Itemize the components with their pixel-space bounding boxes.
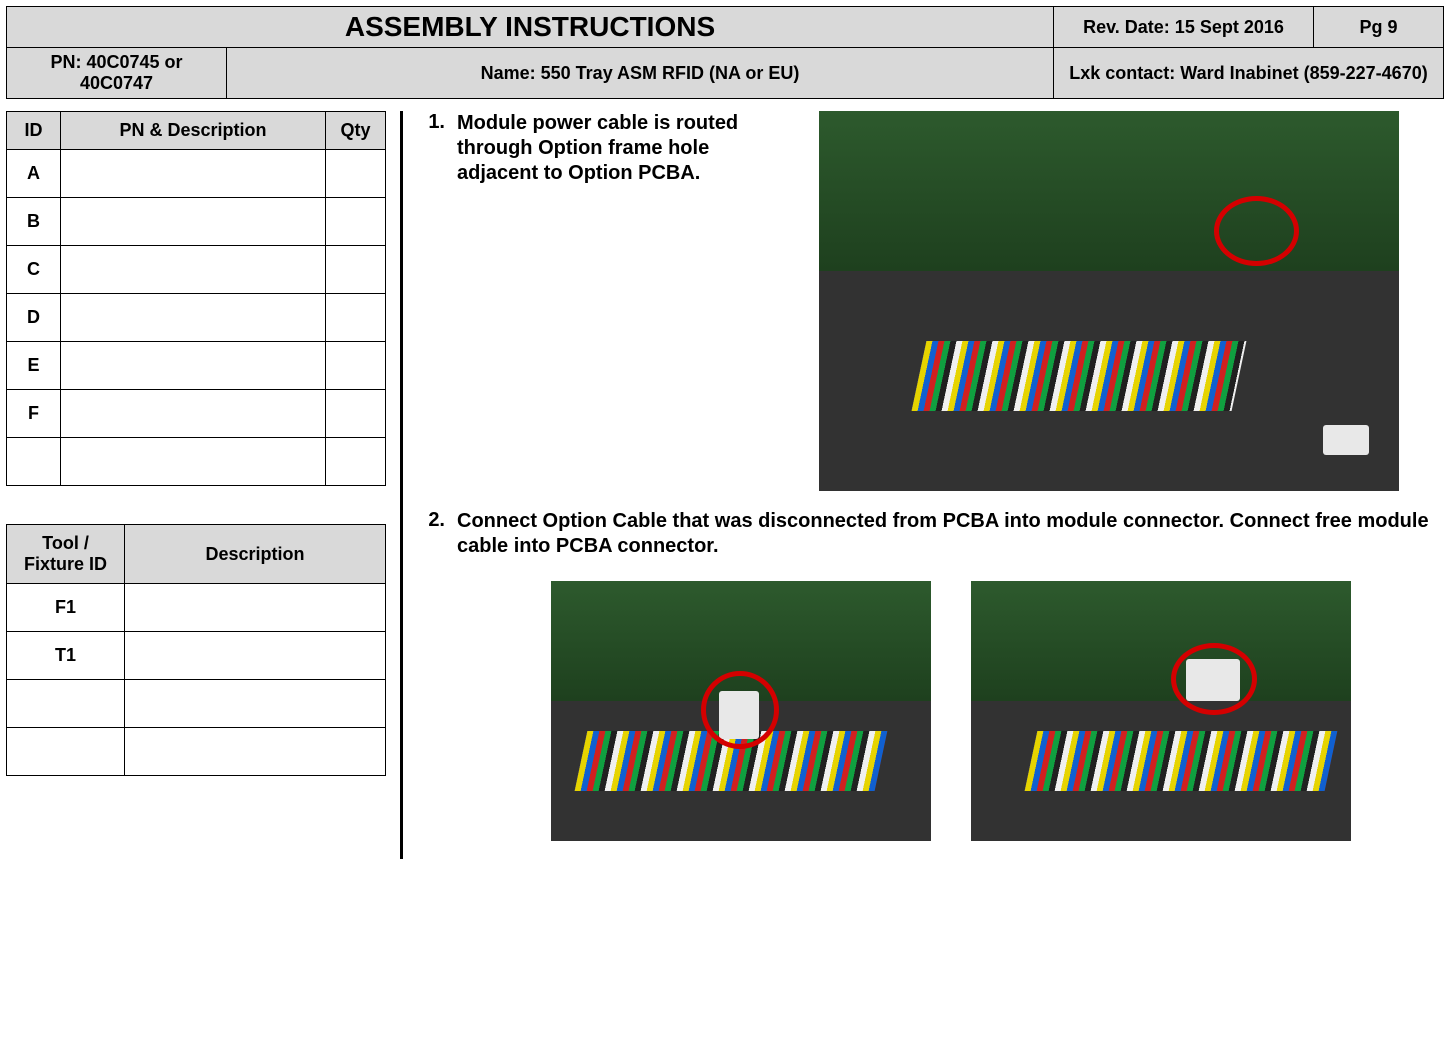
header-table: ASSEMBLY INSTRUCTIONS Rev. Date: 15 Sept… (6, 6, 1444, 99)
table-row: A (7, 150, 386, 198)
parts-col-qty: Qty (326, 112, 386, 150)
table-row: F (7, 390, 386, 438)
step-2-number: 2. (421, 509, 445, 841)
tools-col-id: Tool / Fixture ID (7, 525, 125, 584)
content-row: ID PN & Description Qty A B C D E F Tool… (6, 111, 1444, 859)
table-row: D (7, 294, 386, 342)
table-row: E (7, 342, 386, 390)
step-2: 2. Connect Option Cable that was disconn… (421, 509, 1444, 841)
parts-col-desc: PN & Description (61, 112, 326, 150)
step-1: 1. Module power cable is routed through … (421, 111, 1444, 491)
rev-date: Rev. Date: 15 Sept 2016 (1054, 7, 1314, 48)
table-row: B (7, 198, 386, 246)
tools-table: Tool / Fixture ID Description F1 T1 (6, 524, 386, 776)
step-1-number: 1. (421, 111, 445, 491)
parts-col-id: ID (7, 112, 61, 150)
step-1-photo (819, 111, 1399, 491)
table-row: F1 (7, 584, 386, 632)
table-row (7, 728, 386, 776)
page-number: Pg 9 (1314, 7, 1444, 48)
table-row (7, 680, 386, 728)
assembly-name: Name: 550 Tray ASM RFID (NA or EU) (227, 48, 1054, 99)
left-column: ID PN & Description Qty A B C D E F Tool… (6, 111, 386, 859)
contact: Lxk contact: Ward Inabinet (859-227-4670… (1054, 48, 1444, 99)
step-2-photo-right (971, 581, 1351, 841)
parts-table: ID PN & Description Qty A B C D E F (6, 111, 386, 486)
table-row: T1 (7, 632, 386, 680)
tools-col-desc: Description (125, 525, 386, 584)
table-row (7, 438, 386, 486)
right-column: 1. Module power cable is routed through … (400, 111, 1444, 859)
callout-ring-icon (1214, 196, 1299, 266)
table-row: C (7, 246, 386, 294)
callout-ring-icon (701, 671, 779, 749)
doc-title: ASSEMBLY INSTRUCTIONS (7, 7, 1054, 48)
part-number: PN: 40C0745 or 40C0747 (7, 48, 227, 99)
step-2-photo-left (551, 581, 931, 841)
step-1-text: Module power cable is routed through Opt… (457, 111, 757, 186)
callout-ring-icon (1171, 643, 1257, 715)
step-2-text: Connect Option Cable that was disconnect… (457, 509, 1444, 559)
